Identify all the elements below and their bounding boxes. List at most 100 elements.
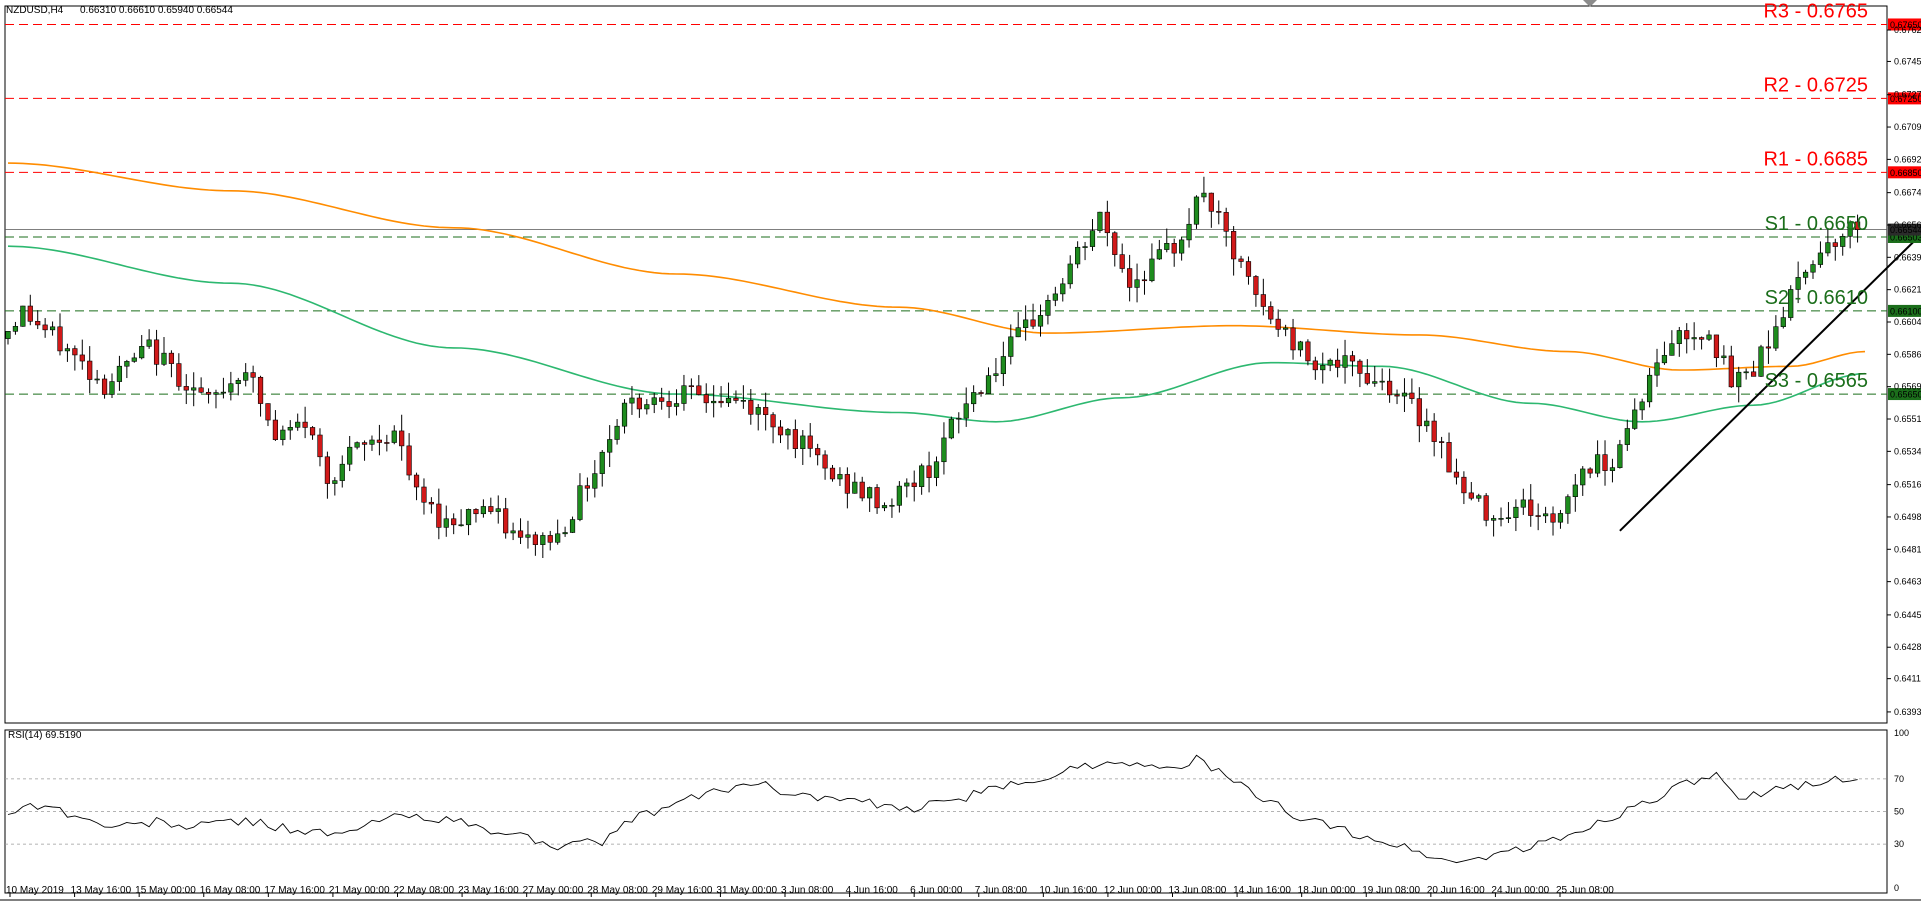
bull-candle-body bbox=[1609, 467, 1616, 471]
bear-candle-body bbox=[1275, 318, 1281, 330]
candle bbox=[1765, 330, 1772, 364]
bull-candle-body bbox=[1372, 381, 1378, 384]
bear-candle-body bbox=[42, 324, 48, 331]
candle bbox=[562, 526, 568, 537]
rsi-tick-label: 100 bbox=[1894, 728, 1909, 738]
bull-candle-body bbox=[339, 463, 345, 481]
candle bbox=[1387, 368, 1393, 403]
bull-candle-body bbox=[1060, 283, 1066, 295]
bull-candle-body bbox=[867, 487, 873, 499]
candle bbox=[1802, 269, 1809, 285]
candle bbox=[584, 477, 590, 502]
candle bbox=[740, 385, 746, 409]
candle bbox=[1275, 309, 1281, 337]
candle bbox=[503, 497, 509, 539]
candle bbox=[116, 355, 123, 391]
candle bbox=[1089, 219, 1096, 251]
bear-candle-body bbox=[1305, 341, 1311, 362]
candle bbox=[1795, 261, 1801, 304]
price-tick-label: 0.66565 bbox=[1894, 220, 1921, 230]
bull-candle-body bbox=[1661, 355, 1668, 364]
candle bbox=[1498, 507, 1504, 527]
bear-candle-body bbox=[324, 456, 331, 484]
candle bbox=[272, 410, 279, 441]
bull-candle-body bbox=[1490, 518, 1497, 521]
candle bbox=[436, 488, 442, 540]
bull-candle-body bbox=[443, 518, 449, 528]
candle bbox=[1186, 208, 1192, 248]
bear-candle-body bbox=[198, 387, 204, 393]
bear-candle-body bbox=[1231, 231, 1237, 260]
candle bbox=[636, 393, 642, 418]
candle bbox=[1060, 278, 1066, 302]
candle bbox=[1141, 270, 1148, 295]
bull-candle-body bbox=[1000, 356, 1006, 375]
candle bbox=[1037, 304, 1044, 337]
candle bbox=[1112, 231, 1118, 267]
candle bbox=[1238, 255, 1244, 268]
candle bbox=[517, 518, 524, 544]
candle bbox=[525, 520, 531, 549]
candle bbox=[1736, 366, 1742, 403]
candle bbox=[421, 478, 427, 515]
bear-candle-body bbox=[1453, 471, 1460, 478]
last-price-tag-text: 0.66544 bbox=[1890, 225, 1921, 235]
bear-candle-body bbox=[978, 392, 984, 394]
candle bbox=[406, 433, 412, 481]
bull-candle-body bbox=[1052, 293, 1058, 301]
candle bbox=[711, 385, 717, 418]
rsi-tick-label: 70 bbox=[1894, 774, 1904, 784]
bull-candle-body bbox=[1743, 371, 1749, 374]
candle bbox=[1758, 344, 1764, 377]
bull-candle-body bbox=[1067, 263, 1073, 285]
bull-candle-body bbox=[1134, 279, 1140, 288]
candle bbox=[465, 508, 472, 536]
candle bbox=[1840, 233, 1846, 256]
bull-candle-body bbox=[1401, 392, 1408, 397]
bull-candle-body bbox=[220, 391, 227, 394]
candle bbox=[1520, 488, 1526, 515]
price-axis: 0.67650 0.67250 0.66850 0.66503 0.66100 0.656… bbox=[1887, 18, 1921, 717]
candle bbox=[1691, 322, 1697, 351]
candle bbox=[1364, 359, 1370, 386]
candle bbox=[777, 420, 784, 444]
symbol-label: NZDUSD,H4 bbox=[6, 5, 64, 16]
bear-candle-body bbox=[57, 326, 63, 352]
time-tick-label: 24 Jun 00:00 bbox=[1491, 885, 1549, 896]
candle bbox=[391, 425, 397, 445]
bull-candle-body bbox=[621, 402, 628, 427]
main-plot-border bbox=[4, 5, 1888, 724]
bear-candle-body bbox=[250, 372, 256, 378]
bear-candle-body bbox=[1127, 268, 1133, 288]
candle bbox=[607, 425, 613, 468]
candle bbox=[889, 498, 895, 518]
candle bbox=[725, 382, 732, 407]
candle bbox=[815, 443, 821, 466]
candle bbox=[1446, 432, 1452, 473]
bear-candle-body bbox=[703, 394, 709, 404]
candle bbox=[919, 463, 925, 495]
candle bbox=[57, 313, 63, 356]
candle bbox=[1201, 176, 1207, 203]
candle bbox=[1535, 503, 1541, 531]
candle bbox=[718, 386, 724, 408]
time-axis: 10 May 2019 13 May 16:00 15 May 00:00 16 Ma… bbox=[6, 885, 1614, 897]
time-tick-label: 6 Jun 00:00 bbox=[910, 885, 963, 896]
candle bbox=[451, 513, 457, 535]
bear-candle-body bbox=[770, 414, 776, 428]
candle bbox=[332, 477, 338, 496]
bull-candle-body bbox=[131, 357, 137, 362]
bear-candle-body bbox=[421, 486, 427, 503]
time-tick-label: 15 May 00:00 bbox=[135, 885, 196, 896]
candle bbox=[673, 389, 680, 416]
candle bbox=[1594, 440, 1601, 478]
candle bbox=[1416, 387, 1422, 443]
bear-candle-body bbox=[1713, 334, 1720, 359]
candle bbox=[1216, 200, 1222, 225]
candle bbox=[458, 509, 464, 527]
bear-candle-body bbox=[532, 534, 538, 545]
